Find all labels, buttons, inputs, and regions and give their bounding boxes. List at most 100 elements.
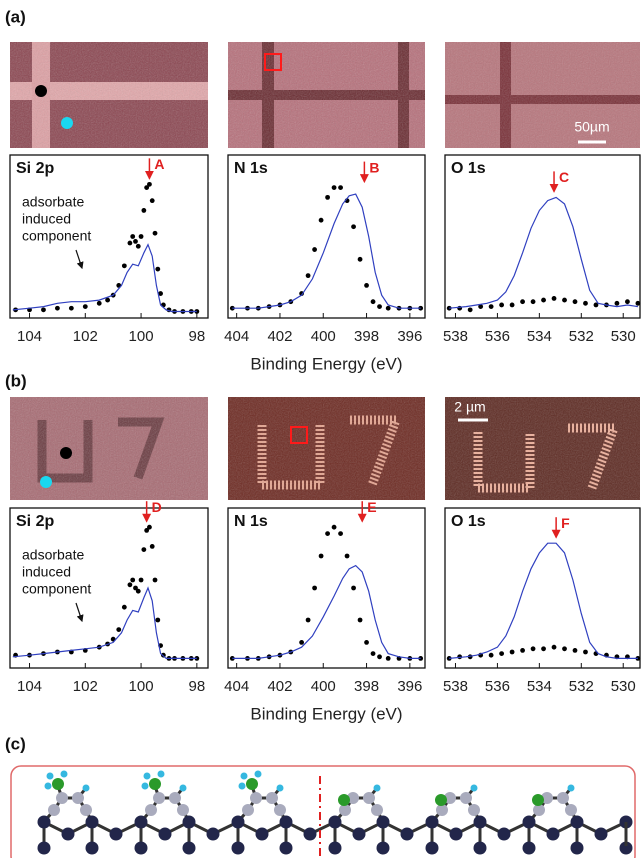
data-point xyxy=(194,656,200,661)
peak-label: B xyxy=(369,159,379,175)
x-tick-label: 402 xyxy=(267,328,292,345)
atom xyxy=(169,792,181,804)
atom xyxy=(48,804,60,816)
data-point xyxy=(351,585,356,591)
atom xyxy=(206,827,220,841)
x-tick-label: 396 xyxy=(397,678,422,695)
data-point xyxy=(338,185,343,191)
atom xyxy=(473,815,487,829)
data-point xyxy=(478,304,484,309)
atom xyxy=(153,792,165,804)
atom xyxy=(522,841,536,855)
data-point xyxy=(385,305,391,311)
data-point xyxy=(562,297,567,303)
data-point xyxy=(593,302,599,308)
x-tick-label: 102 xyxy=(73,328,98,345)
data-point xyxy=(299,640,305,645)
data-point xyxy=(127,582,133,588)
atom xyxy=(254,770,262,778)
atom xyxy=(279,841,293,855)
x-tick-label: 402 xyxy=(267,678,292,695)
data-point xyxy=(305,273,311,279)
data-point xyxy=(141,547,147,552)
x-tick-label: 98 xyxy=(189,678,206,695)
data-point xyxy=(331,524,337,530)
peak-label: F xyxy=(561,515,570,531)
spectrum-line xyxy=(12,243,197,313)
atom xyxy=(250,792,262,804)
data-point xyxy=(357,256,363,262)
atom xyxy=(255,827,269,841)
data-point xyxy=(149,544,155,549)
x-tick-label: 534 xyxy=(527,328,552,345)
note-arrow xyxy=(75,602,84,623)
data-point xyxy=(318,217,324,223)
data-point xyxy=(147,524,152,530)
atom xyxy=(56,792,68,804)
x-tick-label: 530 xyxy=(611,328,636,345)
data-point xyxy=(509,302,515,308)
atom xyxy=(80,804,92,816)
atom xyxy=(533,804,545,816)
data-point xyxy=(364,283,369,288)
atom xyxy=(60,770,68,778)
data-point xyxy=(133,585,138,591)
atom xyxy=(594,827,608,841)
data-point xyxy=(370,299,376,305)
atom xyxy=(182,815,196,829)
atom xyxy=(143,772,151,780)
atom xyxy=(425,815,439,829)
scale-bar-label: 50µm xyxy=(574,119,609,135)
data-point xyxy=(614,300,620,306)
data-point xyxy=(572,299,578,305)
micrograph xyxy=(445,397,640,500)
atom xyxy=(279,815,293,829)
note-text: component xyxy=(22,228,91,244)
spectrum-line xyxy=(232,193,421,309)
atom xyxy=(376,841,390,855)
data-point xyxy=(338,531,343,536)
plot-frame xyxy=(227,154,426,319)
data-point xyxy=(583,300,588,306)
scale-bar-label: 2 µm xyxy=(454,399,485,415)
data-point xyxy=(127,240,133,246)
data-point xyxy=(312,247,317,252)
panel-label: (b) xyxy=(5,371,27,390)
data-point xyxy=(130,234,136,239)
data-point xyxy=(194,309,200,314)
note-text: adsorbate xyxy=(22,547,84,563)
atom xyxy=(242,804,254,816)
chart-title: O 1s xyxy=(451,160,486,177)
atom xyxy=(497,827,511,841)
atom xyxy=(532,794,544,806)
data-point xyxy=(625,299,630,305)
chart-title: Si 2p xyxy=(16,513,54,530)
data-point xyxy=(467,307,473,313)
atom xyxy=(177,804,189,816)
atom xyxy=(363,792,375,804)
plot-frame xyxy=(444,507,641,669)
atom xyxy=(400,827,414,841)
atom xyxy=(134,841,148,855)
atom xyxy=(444,792,456,804)
data-point xyxy=(135,243,141,249)
data-point xyxy=(488,652,494,658)
atom xyxy=(619,841,633,855)
x-tick-label: 104 xyxy=(17,328,42,345)
atom xyxy=(522,815,536,829)
atom xyxy=(328,815,342,829)
atom xyxy=(449,827,463,841)
atom xyxy=(376,815,390,829)
atom xyxy=(276,784,284,792)
atom xyxy=(570,815,584,829)
spectrum-line xyxy=(12,586,197,659)
x-tick-label: 404 xyxy=(224,328,249,345)
data-point xyxy=(312,585,317,591)
data-point xyxy=(370,651,376,656)
x-tick-label: 104 xyxy=(17,678,42,695)
panel-label: (a) xyxy=(5,7,26,26)
data-point xyxy=(364,640,369,645)
atom xyxy=(473,841,487,855)
data-point xyxy=(572,648,578,653)
peak-label: E xyxy=(367,499,376,515)
